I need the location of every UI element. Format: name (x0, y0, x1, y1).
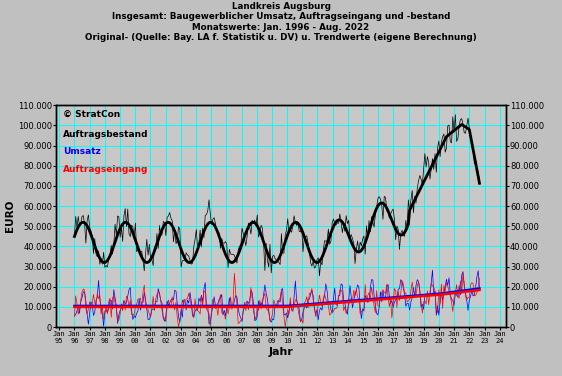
Text: Auftragsbestand: Auftragsbestand (63, 130, 148, 139)
Text: © StratCon: © StratCon (63, 110, 120, 119)
Text: Auftragseingang: Auftragseingang (63, 165, 148, 174)
Text: Umsatz: Umsatz (63, 147, 101, 156)
Y-axis label: EURO: EURO (5, 200, 15, 232)
Text: Landkreis Augsburg
Insgesamt: Baugewerblicher Umsatz, Auftragseingang und -besta: Landkreis Augsburg Insgesamt: Baugewerbl… (85, 2, 477, 42)
X-axis label: Jahr: Jahr (269, 347, 293, 357)
